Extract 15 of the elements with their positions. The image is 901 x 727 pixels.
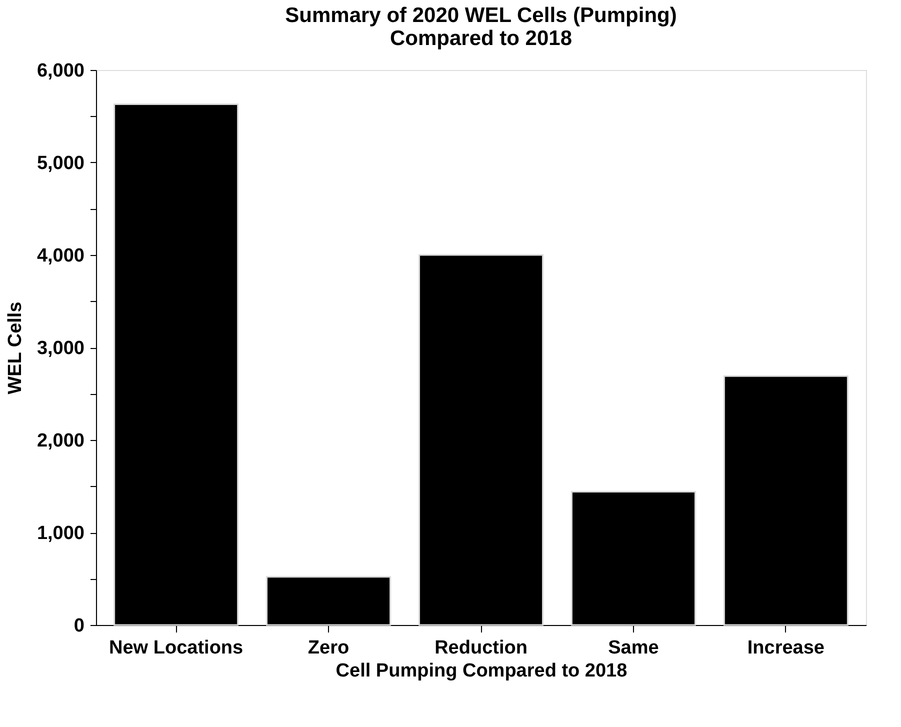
y-tick-label: 0 (74, 616, 84, 636)
x-tick-label: Increase (747, 638, 825, 658)
y-tick-label: 4,000 (36, 246, 84, 266)
y-tick-label: 1,000 (36, 523, 84, 544)
x-tick-label: Zero (308, 638, 350, 658)
chart-title: Summary of 2020 WEL Cells (Pumping) Compared to 2018 (285, 4, 677, 50)
x-tick-label: New Locations (109, 638, 244, 658)
x-axis-title: Cell Pumping Compared to 2018 (336, 660, 628, 682)
y-tick-label: 5,000 (36, 153, 84, 174)
y-axis-title: WEL Cells (4, 302, 26, 394)
y-tick-label: 3,000 (36, 338, 84, 359)
y-tick-label: 6,000 (36, 60, 84, 82)
y-tick-label: 2,000 (36, 430, 84, 452)
x-tick-label: Same (608, 638, 659, 658)
x-tick-label: Reduction (434, 638, 528, 658)
